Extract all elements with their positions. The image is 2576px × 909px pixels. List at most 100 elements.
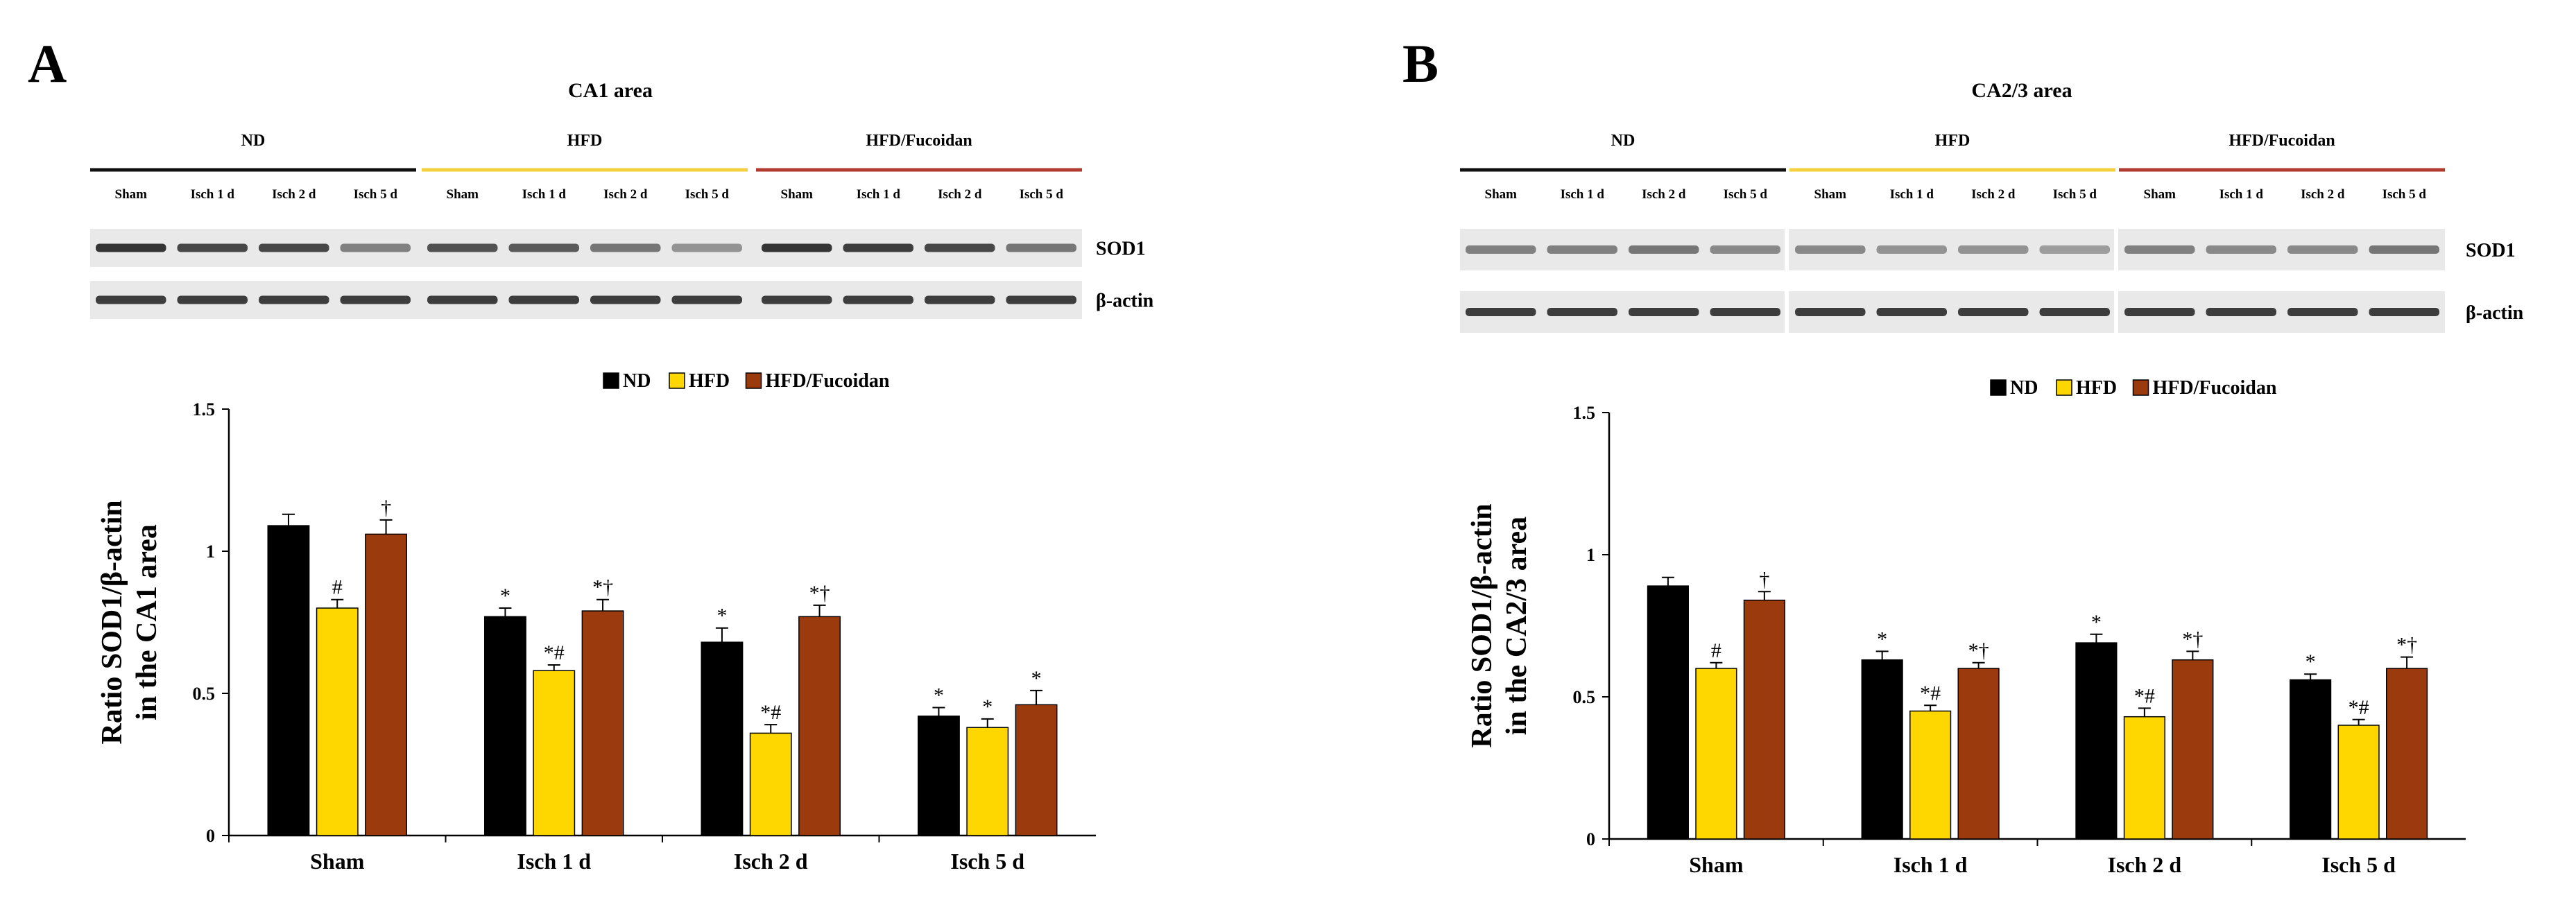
- y-axis-label-line: in the CA2/3 area: [1501, 517, 1533, 735]
- blot-lane-label: Isch 1 d: [1890, 187, 1934, 202]
- y-tick-label: 1: [1586, 545, 1595, 565]
- bar-hfd-2: [749, 732, 792, 836]
- significance-marker: *: [716, 605, 727, 627]
- significance-marker: *#: [2134, 684, 2155, 707]
- significance-marker: *#: [760, 701, 781, 724]
- y-axis-label: Ratio SOD1/β-actinin the CA2/3 area: [1466, 503, 1533, 747]
- legend-label: HFD: [689, 370, 730, 392]
- x-tick-label: Isch 1 d: [517, 849, 591, 874]
- significance-marker: #: [1711, 639, 1721, 662]
- panel-label: B: [1402, 33, 1439, 94]
- bar-hfdfucoidan-1: [1957, 668, 2000, 840]
- blot-band: [1795, 245, 1866, 254]
- y-tick-label: 0.5: [193, 684, 216, 704]
- x-tick-label: Isch 5 d: [2321, 852, 2396, 877]
- blot-band: [1876, 308, 1947, 316]
- blot-band: [1466, 308, 1536, 316]
- x-tick-label: Isch 2 d: [2108, 852, 2182, 877]
- blot-lane-label: Isch 5 d: [1020, 187, 1064, 202]
- bar-nd-3: [918, 716, 960, 836]
- bar-nd-1: [1861, 659, 1903, 840]
- blot-lane-label: Sham: [781, 187, 814, 202]
- bar-hfdfucoidan-2: [798, 616, 841, 836]
- significance-marker: *: [1031, 667, 1042, 690]
- legend-label: HFD/Fucoidan: [2153, 377, 2277, 399]
- bar-hfdfucoidan-1: [581, 610, 624, 836]
- bar-nd-0: [267, 525, 310, 836]
- bar-chart: 0 0.5 1 1.5 Ratio SOD1/β-actinin the CA2/3 a…: [1466, 403, 2466, 877]
- blot-band: [1466, 245, 1536, 254]
- blot-lane-label: Isch 5 d: [685, 187, 730, 202]
- panel-b: B CA2/3 area ND Sham Isch 1 d Isch 2 d Isch 5 …: [1402, 33, 2524, 877]
- bar-nd-2: [701, 641, 744, 836]
- blot-row-label: β-actin: [1096, 291, 1154, 312]
- y-tick-label: 1: [206, 542, 215, 562]
- significance-marker: *#: [544, 641, 565, 664]
- blot-band: [762, 295, 832, 304]
- significance-marker: *: [500, 585, 510, 607]
- blot-band: [590, 243, 661, 252]
- bar-hfdfucoidan-0: [1743, 599, 1785, 840]
- western-blot: ND Sham Isch 1 d Isch 2 d Isch 5 d HFD Sham Isc…: [90, 132, 1154, 319]
- legend-label: HFD/Fucoidan: [766, 370, 890, 392]
- blot-group-label: HFD: [567, 132, 603, 150]
- blot-band: [508, 295, 579, 304]
- blot-band: [1547, 308, 1617, 316]
- panel-a: A CA1 area ND Sham Isch 1 d Isch 2 d Isch 5 d H…: [28, 33, 1154, 874]
- blot-lane-label: Isch 2 d: [603, 187, 648, 202]
- significance-marker: *†: [1968, 639, 1989, 662]
- legend-swatch: [669, 372, 685, 389]
- blot-lane-label: Sham: [1485, 187, 1518, 202]
- blot-band: [2039, 245, 2110, 254]
- blot-band: [2206, 308, 2276, 316]
- blot-lane-label: Isch 2 d: [2301, 187, 2345, 202]
- significance-marker: *†: [592, 576, 613, 599]
- bar-hfd-0: [1695, 668, 1737, 840]
- bar-hfdfucoidan-2: [2172, 659, 2214, 840]
- blot-band: [340, 295, 411, 304]
- blot-lane-label: Isch 2 d: [272, 187, 316, 202]
- significance-marker: *: [2091, 611, 2102, 634]
- blot-strip: [90, 229, 1082, 267]
- legend-label: ND: [2010, 377, 2038, 399]
- significance-marker: *†: [809, 582, 830, 605]
- bar-hfdfucoidan-3: [2386, 668, 2428, 840]
- blot-band: [843, 243, 913, 252]
- legend: ND HFD HFD/Fucoidan: [1990, 377, 2277, 399]
- significance-marker: †: [381, 496, 391, 519]
- bar-nd-3: [2290, 679, 2332, 840]
- blot-group-label: ND: [1611, 132, 1635, 150]
- blot-band: [2124, 245, 2195, 254]
- blot-lane-label: Sham: [115, 187, 148, 202]
- bar-hfdfucoidan-0: [365, 533, 407, 836]
- y-tick-label: 0.5: [1573, 687, 1596, 707]
- bar-hfd-3: [966, 727, 1009, 836]
- x-tick-label: Isch 2 d: [734, 849, 808, 874]
- blot-band: [2124, 308, 2195, 316]
- blot-row-label: β-actin: [2466, 302, 2524, 324]
- panel-title: CA2/3 area: [1971, 79, 2072, 102]
- y-axis-label-line: Ratio SOD1/β-actin: [96, 500, 128, 744]
- blot-band: [508, 243, 579, 252]
- y-tick-label: 1.5: [193, 399, 216, 419]
- blot-band: [2287, 245, 2358, 254]
- blot-band: [762, 243, 832, 252]
- blot-lane-label: Isch 5 d: [354, 187, 398, 202]
- x-tick-label: Isch 1 d: [1894, 852, 1968, 877]
- blot-lane-label: Isch 2 d: [938, 187, 982, 202]
- blot-band: [843, 295, 913, 304]
- blot-lane-label: Isch 5 d: [2053, 187, 2097, 202]
- blot-band: [2369, 308, 2439, 316]
- legend-swatch: [2056, 379, 2072, 396]
- blot-band: [1795, 308, 1866, 316]
- blot-band: [340, 243, 411, 252]
- bar-hfdfucoidan-3: [1015, 704, 1058, 836]
- x-tick-label: Sham: [1689, 852, 1744, 877]
- blot-band: [1710, 245, 1780, 254]
- blot-group-label: HFD/Fucoidan: [2229, 132, 2335, 150]
- blot-band: [1629, 245, 1699, 254]
- bar-nd-2: [2075, 642, 2118, 840]
- blot-row-label: SOD1: [1096, 239, 1146, 260]
- blot-group-label: ND: [241, 132, 266, 150]
